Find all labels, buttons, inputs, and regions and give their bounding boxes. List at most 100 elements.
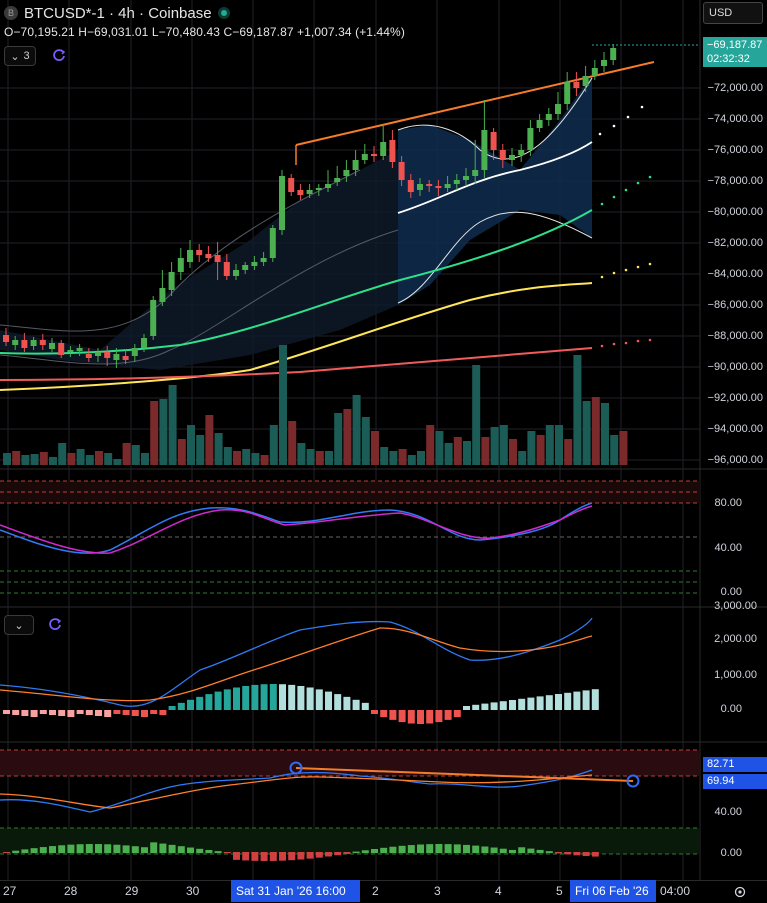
time-axis-label: 04:00 (660, 884, 691, 898)
macd-histogram-bar (315, 689, 323, 710)
candle-body (407, 180, 414, 192)
volume-bar (591, 397, 600, 465)
candle-body (177, 258, 184, 272)
macd-histogram-bar (242, 685, 250, 710)
settings-icon[interactable] (733, 885, 747, 899)
rsi-histogram-bar (343, 852, 351, 854)
macd-histogram-bar (444, 710, 452, 720)
candle-body (481, 130, 488, 170)
macd-histogram-bar (371, 710, 378, 714)
rsi-divergence-line[interactable] (295, 767, 634, 782)
volume-bar (545, 425, 554, 465)
rsi-histogram-bar (76, 844, 84, 853)
volume-bar (58, 443, 67, 465)
macd-histogram-bar (39, 710, 47, 714)
red-ma-projection (600, 338, 652, 348)
volume-bar (297, 443, 306, 465)
divergence-handle-start[interactable] (289, 761, 303, 775)
macd-histogram-bar (76, 710, 84, 714)
candle-body (269, 228, 276, 258)
time-axis-label: 3 (434, 884, 441, 898)
symbol-title[interactable]: BTCUSD*-1 · 4h · Coinbase (24, 4, 212, 22)
rsi-histogram-bar (361, 850, 369, 853)
macd-line (0, 617, 593, 707)
price-axis-label: −88,000.00 (707, 330, 763, 342)
price-candles (3, 44, 617, 368)
volume-bar (582, 401, 591, 465)
macd-histogram-bar (288, 684, 296, 710)
rsi-histogram-bar (407, 845, 415, 853)
orange-trendline[interactable] (295, 61, 655, 146)
volume-bar (269, 425, 278, 465)
candle-body (536, 120, 543, 128)
rsi-histogram-bar (591, 852, 599, 857)
volume-bar (417, 451, 425, 465)
divergence-handle-end[interactable] (626, 774, 640, 788)
bollinger-upper-right (397, 77, 593, 160)
volume-bar (104, 453, 113, 465)
price-axis-label: −84,000.00 (707, 268, 763, 280)
macd-histogram-bar (361, 702, 369, 710)
candle-body (168, 272, 175, 290)
time-axis-label: 29 (125, 884, 139, 898)
macd-histogram-bar (389, 710, 397, 720)
macd-histogram-bar (168, 706, 176, 710)
rsi-histogram-bar (509, 849, 516, 853)
rsi-histogram-bar (315, 852, 323, 858)
macd-histogram-bar (555, 694, 562, 710)
rsi-histogram-bar (113, 844, 121, 853)
volume-bar (67, 453, 76, 465)
candle-body (67, 350, 74, 352)
volume-bar (279, 345, 287, 465)
time-axis-label: 30 (186, 884, 200, 898)
yellow-moving-average (0, 282, 593, 391)
candle-body (453, 180, 460, 184)
rsi-histogram-bar (58, 845, 66, 853)
macd-histogram-bar (582, 690, 590, 710)
rsi-histogram-bar (380, 847, 388, 853)
price-axis-label: −76,000.00 (707, 144, 763, 156)
rsi-histogram-bar (223, 852, 231, 854)
candle-body (288, 178, 295, 192)
volume-bar (564, 439, 573, 465)
refresh-icon[interactable] (52, 48, 66, 62)
rsi-histogram-bar (187, 847, 194, 853)
candle-body (297, 190, 304, 195)
volume-bar (214, 433, 223, 465)
rsi-histogram-bar (279, 852, 286, 861)
macd-histogram-bar (177, 702, 185, 710)
candle-body (352, 160, 359, 170)
macd-histogram (3, 684, 599, 724)
rsi-histogram-bar (12, 850, 20, 853)
rsi-histogram-bar (564, 852, 572, 855)
indicators-toggle-button[interactable]: ⌄ 3 (4, 46, 36, 66)
macd-axis-label: 2,000.00 (714, 633, 757, 645)
currency-selector[interactable]: USD (703, 2, 763, 24)
volume-bar (325, 451, 333, 465)
rsi-signal-line (0, 774, 593, 809)
volume-bar (407, 455, 416, 465)
macd-pane-toggle-button[interactable]: ⌄ (4, 615, 34, 635)
candle-body (591, 68, 598, 76)
pane-separators[interactable] (0, 0, 767, 880)
candle-body (223, 262, 230, 276)
macd-histogram-bar (435, 710, 443, 723)
candle-body (389, 140, 396, 162)
volume-bar (3, 453, 11, 465)
candle-body (490, 132, 497, 150)
volume-bar (426, 425, 435, 465)
macd-histogram-bar (325, 691, 332, 710)
candle-body (58, 343, 65, 355)
volume-bar (619, 431, 628, 465)
candle-body (325, 184, 331, 188)
volume-bar (223, 447, 232, 465)
volume-bar (21, 455, 30, 465)
macd-histogram-bar (509, 700, 516, 710)
price-axis-label: −90,000.00 (707, 361, 763, 373)
refresh-icon[interactable] (48, 617, 62, 631)
volume-bar (527, 431, 536, 465)
volume-bar (306, 449, 315, 465)
volume-bar (196, 435, 205, 465)
macd-axis-label: 0.00 (720, 703, 742, 715)
